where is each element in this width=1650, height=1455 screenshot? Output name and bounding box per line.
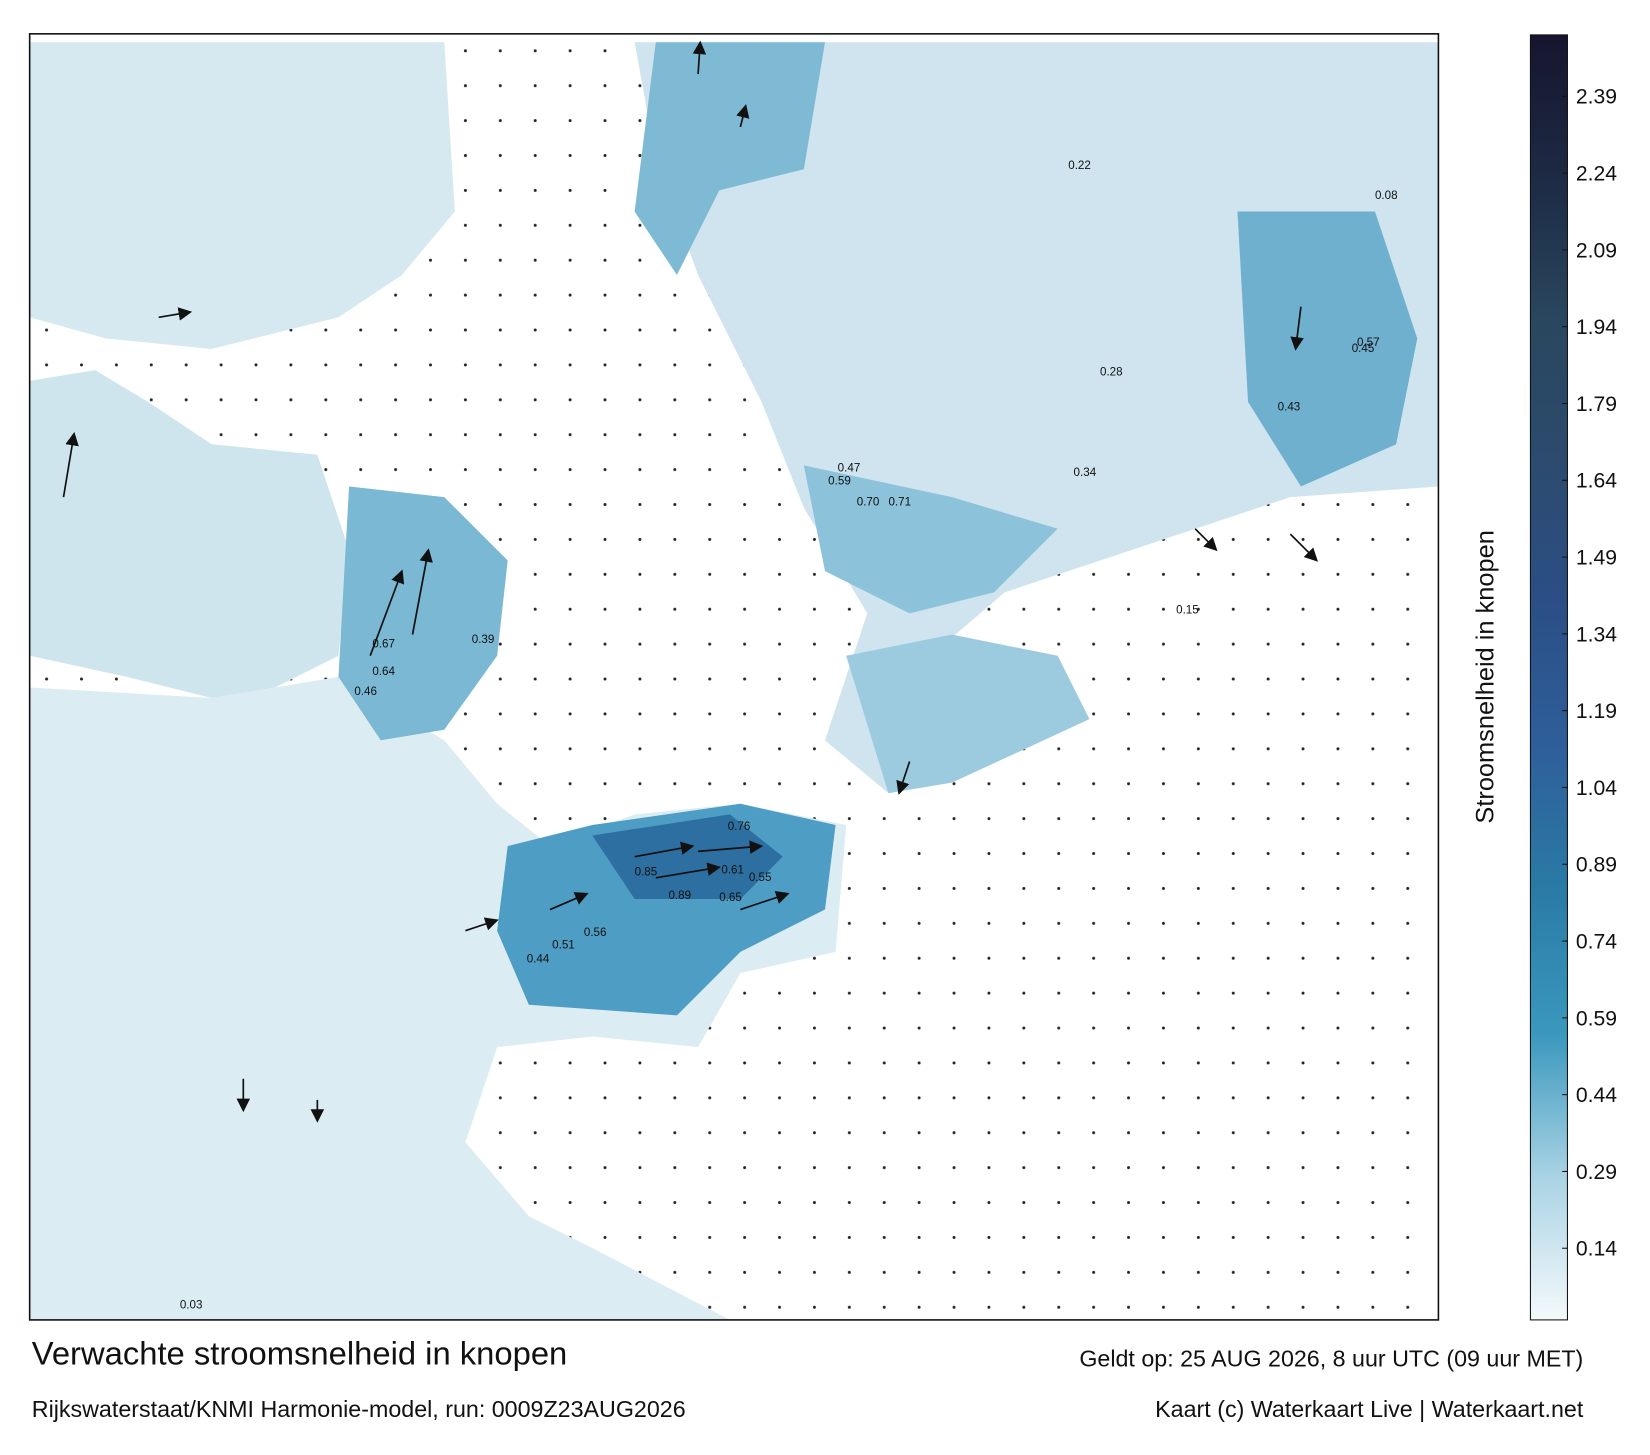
water — [29, 42, 455, 350]
current-label: 0.64 — [372, 665, 395, 678]
water — [592, 814, 783, 899]
colorbar-tick-label: 2.39 — [1576, 86, 1617, 109]
current-label: 0.51 — [552, 939, 575, 952]
colorbar-tick-label: 0.14 — [1576, 1238, 1617, 1261]
colorbar-tick-label: 0.59 — [1576, 1007, 1617, 1030]
colorbar-tick-label: 1.04 — [1576, 777, 1617, 800]
map-border — [28, 33, 1440, 1321]
current-label: 0.56 — [584, 926, 607, 939]
current-label: 0.59 — [828, 474, 851, 487]
colorbar-tick-label: 1.79 — [1576, 393, 1617, 416]
current-label: 0.65 — [719, 891, 742, 904]
current-label: 0.43 — [1278, 400, 1301, 413]
current-label: 0.76 — [728, 820, 751, 833]
water — [29, 370, 350, 699]
current-label: 0.71 — [888, 496, 911, 509]
water — [338, 486, 508, 741]
current-label: 0.70 — [857, 496, 880, 509]
current-label: 0.22 — [1068, 159, 1091, 172]
current-label: 0.57 — [1357, 336, 1380, 349]
current-label: 0.55 — [749, 871, 772, 884]
current-label: 0.03 — [180, 1298, 203, 1311]
colorbar-tick-label: 2.24 — [1576, 163, 1617, 186]
subtitle: Rijkswaterstaat/KNMI Harmonie-model, run… — [32, 1396, 686, 1422]
current-label: 0.34 — [1074, 466, 1097, 479]
current-arrows — [62, 40, 1318, 1123]
colorbar-tick-label: 2.09 — [1576, 239, 1617, 262]
current-label: 0.67 — [372, 637, 395, 650]
credit: Kaart (c) Waterkaart Live | Waterkaart.n… — [1155, 1396, 1584, 1422]
water — [634, 42, 1439, 794]
colorbar-tick-label: 1.49 — [1576, 547, 1617, 570]
current-label: 0.61 — [721, 864, 744, 877]
colorbar-tick-label: 0.44 — [1576, 1084, 1617, 1107]
colorbar-tick-label: 1.64 — [1576, 470, 1617, 493]
colorbar-label: Stroomsnelheid in knopen — [1471, 530, 1499, 823]
current-label: 0.85 — [635, 866, 658, 879]
current-labels: 0.67 0.64 0.46 0.89 0.85 0.76 0.61 0.65 0.55 0.44… — [180, 159, 1398, 1311]
current-label: 0.89 — [668, 889, 691, 902]
water — [1237, 211, 1418, 487]
colorbar-tick-label: 1.94 — [1576, 316, 1617, 339]
current-label: 0.39 — [472, 633, 495, 646]
colorbar-tick-label: 1.34 — [1576, 623, 1617, 646]
colorbar-tick-label: 0.29 — [1576, 1161, 1617, 1184]
map: 0.67 0.64 0.46 0.89 0.85 0.76 0.61 0.65 0.55 0.44… — [28, 33, 1440, 1321]
valid-time: Geldt op: 25 AUG 2026, 8 uur UTC (09 uur… — [1079, 1345, 1583, 1371]
water — [803, 465, 1058, 614]
water — [634, 42, 825, 275]
colorbar-tick-label: 0.74 — [1576, 930, 1617, 953]
colorbar-scale — [1529, 34, 1568, 1321]
current-label: 0.15 — [1176, 603, 1199, 616]
current-label: 0.44 — [527, 952, 550, 965]
current-label: 0.46 — [354, 685, 377, 698]
current-label: 0.47 — [838, 462, 861, 475]
current-label: 0.45 — [1352, 342, 1375, 355]
colorbar-tick-label: 0.89 — [1576, 854, 1617, 877]
current-label: 0.28 — [1100, 365, 1123, 378]
title: Verwachte stroomsnelheid in knopen — [32, 1334, 568, 1371]
water — [846, 634, 1090, 794]
colorbar: 0.14 0.29 0.44 0.59 0.74 0.89 1.04 1.19 1.34 1.49… — [1529, 34, 1617, 1321]
current-label: 0.08 — [1375, 189, 1398, 202]
colorbar-tick-label: 1.19 — [1576, 700, 1617, 723]
